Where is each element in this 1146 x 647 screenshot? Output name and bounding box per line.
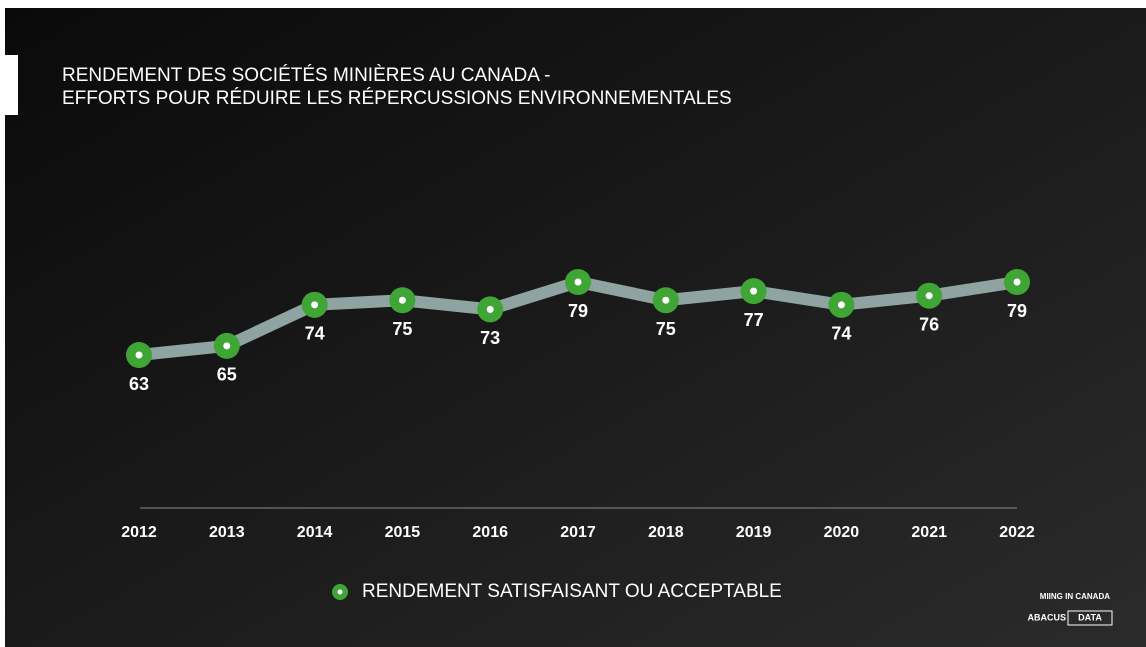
x-tick-label: 2014 <box>297 524 333 541</box>
chart: RENDEMENT DES SOCIÉTÉS MINIÈRES AU CANAD… <box>0 0 1146 647</box>
x-tick-label: 2021 <box>911 524 947 541</box>
chart-title: RENDEMENT DES SOCIÉTÉS MINIÈRES AU CANAD… <box>62 65 550 86</box>
chart-subtitle: EFFORTS POUR RÉDUIRE LES RÉPERCUSSIONS E… <box>62 88 732 109</box>
point-dot <box>1014 279 1021 286</box>
x-tick-label: 2017 <box>560 524 596 541</box>
point-dot <box>838 301 845 308</box>
point-dot <box>311 301 318 308</box>
data-label: 77 <box>744 310 764 330</box>
point-dot <box>662 297 669 304</box>
x-tick-label: 2015 <box>385 524 421 541</box>
logo-left: ABACUS <box>1027 612 1066 622</box>
point-dot <box>399 297 406 304</box>
data-label: 79 <box>1007 301 1027 321</box>
source-text: MIING IN CANADA <box>1040 592 1110 601</box>
logo-right: DATA <box>1078 612 1102 622</box>
data-label: 65 <box>217 365 237 385</box>
point-dot <box>136 352 143 359</box>
data-label: 74 <box>831 324 851 344</box>
data-label: 75 <box>656 319 676 339</box>
point-dot <box>575 279 582 286</box>
point-dot <box>487 306 494 313</box>
data-label: 75 <box>392 319 412 339</box>
x-tick-label: 2019 <box>736 524 772 541</box>
data-label: 63 <box>129 374 149 394</box>
x-tick-label: 2013 <box>209 524 245 541</box>
x-tick-label: 2016 <box>472 524 508 541</box>
point-dot <box>223 342 230 349</box>
legend-dot <box>338 590 343 595</box>
data-label: 74 <box>305 324 325 344</box>
x-tick-label: 2022 <box>999 524 1035 541</box>
legend-label: RENDEMENT SATISFAISANT OU ACCEPTABLE <box>362 581 782 602</box>
page: RENDEMENT DES SOCIÉTÉS MINIÈRES AU CANAD… <box>0 0 1146 647</box>
point-dot <box>926 292 933 299</box>
data-label: 73 <box>480 328 500 348</box>
point-dot <box>750 288 757 295</box>
data-label: 76 <box>919 314 939 334</box>
x-tick-label: 2012 <box>121 524 157 541</box>
data-label: 79 <box>568 301 588 321</box>
x-tick-label: 2020 <box>824 524 860 541</box>
x-tick-label: 2018 <box>648 524 684 541</box>
slide-tab <box>0 55 18 115</box>
